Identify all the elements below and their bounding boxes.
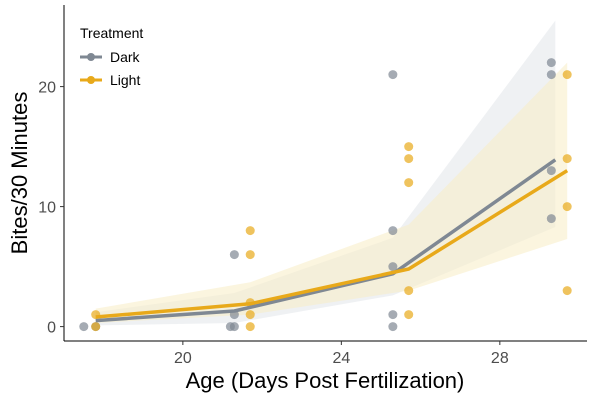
point-light (404, 286, 414, 296)
y-tick-label: 10 (38, 200, 56, 217)
point-dark (388, 262, 398, 272)
legend: Treatment Dark Light (80, 25, 143, 88)
point-light (245, 322, 255, 332)
confidence-bands (95, 20, 568, 326)
y-tick-label: 0 (47, 320, 56, 337)
point-dark (388, 322, 398, 332)
point-dark (225, 322, 235, 332)
point-light (245, 226, 255, 236)
point-light (91, 322, 101, 332)
legend-item-dark: Dark (80, 49, 141, 65)
point-light (245, 250, 255, 260)
point-light (562, 286, 572, 296)
legend-label-light: Light (110, 72, 140, 88)
trend-lines (95, 158, 569, 323)
point-dark (546, 70, 556, 80)
x-tick-label: 28 (491, 350, 509, 367)
data-points (79, 58, 572, 332)
x-tick-label: 20 (174, 350, 192, 367)
x-tick-label: 24 (332, 350, 350, 367)
point-dark (546, 214, 556, 224)
point-dark (79, 322, 89, 332)
axis-ticks: 20 24 28 0 10 20 (38, 80, 509, 367)
y-axis-title: Bites/30 Minutes (7, 92, 32, 255)
point-dark (388, 70, 398, 80)
point-light (404, 142, 414, 152)
point-light (562, 154, 572, 164)
point-dark (229, 250, 239, 260)
point-light (404, 310, 414, 320)
trend-line-light (95, 169, 569, 319)
point-light (404, 154, 414, 164)
point-light (562, 70, 572, 80)
trend-line-dark (95, 158, 557, 323)
point-light (562, 202, 572, 212)
ci-band-light (95, 62, 568, 323)
point-light (404, 178, 414, 188)
point-dark (546, 58, 556, 68)
legend-item-light: Light (80, 72, 140, 88)
y-tick-label: 20 (38, 80, 56, 97)
legend-title: Treatment (80, 25, 143, 41)
legend-label-dark: Dark (110, 49, 141, 65)
legend-key-dark-point (87, 53, 95, 61)
point-dark (388, 226, 398, 236)
point-dark (388, 310, 398, 320)
point-dark (546, 166, 556, 176)
x-axis-title: Age (Days Post Fertilization) (186, 368, 465, 393)
point-light (245, 310, 255, 320)
legend-key-light-point (87, 76, 95, 84)
